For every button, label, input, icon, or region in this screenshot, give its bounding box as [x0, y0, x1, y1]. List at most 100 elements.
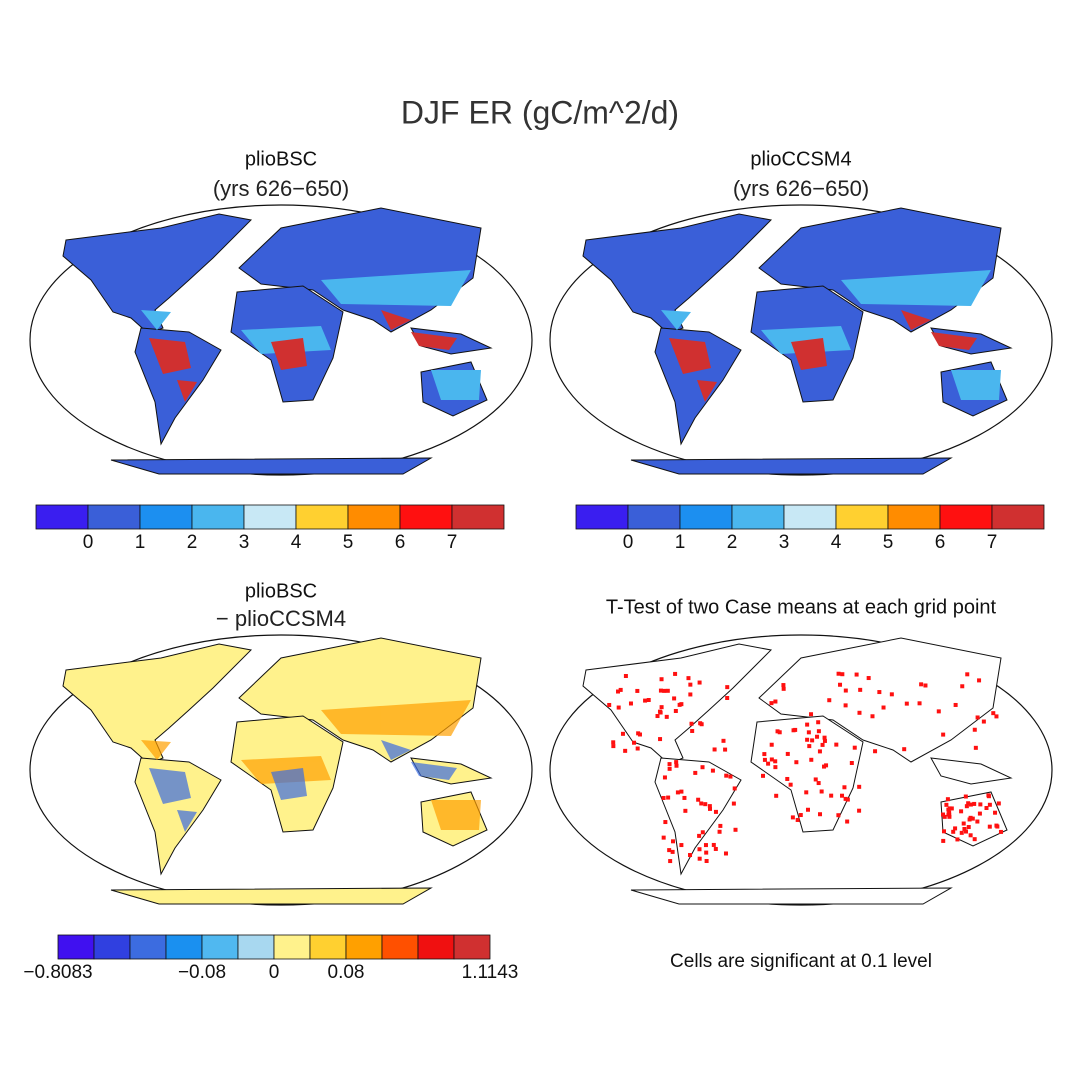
signif-cell [996, 801, 1001, 806]
signif-cell [623, 748, 628, 753]
colorbar-box [451, 504, 505, 530]
signif-cell [904, 701, 909, 706]
signif-cell [968, 833, 973, 838]
signif-cell [795, 817, 800, 822]
signif-cell [858, 687, 863, 692]
signif-cell [836, 671, 841, 676]
signif-cell [616, 705, 621, 710]
signif-cell [775, 729, 780, 734]
signif-cell [693, 770, 698, 775]
signif-cell [970, 816, 975, 821]
signif-cell [840, 793, 845, 798]
colorbar-label: 5 [343, 532, 354, 553]
colorbar-box [991, 504, 1045, 530]
colorbar-label: 0 [269, 962, 280, 983]
signif-cell [699, 801, 704, 806]
colorbar-box [273, 934, 311, 960]
signif-cell [975, 715, 980, 720]
colorbar-label: 2 [727, 532, 738, 553]
signif-cell [960, 684, 965, 689]
colorbar-box [93, 934, 131, 960]
signif-cell [688, 692, 693, 697]
signif-cell [827, 698, 832, 703]
signif-cell [843, 703, 848, 708]
signif-cell [816, 720, 821, 725]
signif-cell [838, 682, 843, 687]
colorbar-label: 1 [135, 532, 146, 553]
signif-cell [917, 701, 922, 706]
colorbar-box [731, 504, 785, 530]
signif-cell [987, 802, 992, 807]
map [29, 204, 533, 476]
signif-cell [993, 810, 998, 815]
colorbar-label: 7 [447, 532, 458, 553]
signif-cell [946, 812, 951, 817]
signif-cell [728, 774, 733, 779]
signif-cell [679, 789, 684, 794]
signif-cell [902, 747, 907, 752]
signif-cell [877, 690, 882, 695]
signif-cell [987, 824, 992, 829]
signif-cell [697, 680, 702, 685]
colorbar-label: 3 [239, 532, 250, 553]
signif-cell [805, 807, 810, 812]
colorbar-label: 3 [779, 532, 790, 553]
signif-cell [845, 797, 850, 802]
signif-cell [689, 721, 694, 726]
colorbar-label: 0 [623, 532, 634, 553]
signif-cell [977, 678, 982, 683]
signif-cell [961, 821, 966, 826]
signif-cell [766, 761, 771, 766]
signif-cell [994, 714, 999, 719]
signif-cell [682, 795, 687, 800]
signif-cell [646, 698, 651, 703]
signif-cell [805, 722, 810, 727]
panel-title: plioBSC [245, 580, 317, 602]
signif-cell [683, 808, 688, 813]
signif-cell [836, 813, 841, 818]
signif-cell [824, 763, 829, 768]
signif-cell [788, 782, 793, 787]
signif-cell [843, 688, 848, 693]
signif-cell [659, 677, 664, 682]
signif-cell [810, 738, 815, 743]
signif-cell [963, 794, 968, 799]
signif-cell [662, 775, 667, 780]
colorbar-box [627, 504, 681, 530]
signif-cell [813, 777, 818, 782]
colorbar-box [575, 504, 629, 530]
signif-cell [995, 824, 1000, 829]
signif-cell [700, 765, 705, 770]
signif-cell [671, 839, 676, 844]
signif-cell [731, 801, 736, 806]
signif-cell [857, 784, 862, 789]
signif-cell [690, 728, 695, 733]
signif-cell [840, 672, 845, 677]
signif-cell [707, 804, 712, 809]
signif-cell [725, 695, 730, 700]
signif-cell [623, 674, 628, 679]
signif-cell [674, 763, 679, 768]
signif-cell [703, 802, 708, 807]
signif-cell [959, 809, 964, 814]
signif-cell [718, 823, 723, 828]
signif-cell [936, 709, 941, 714]
colorbar-box [347, 504, 401, 530]
signif-cell [666, 795, 671, 800]
signif-cell [978, 802, 983, 807]
colorbar-box [295, 504, 349, 530]
signif-cell [661, 795, 666, 800]
signif-cell [667, 766, 672, 771]
signif-cell [785, 776, 790, 781]
signif-cell [711, 842, 716, 847]
signif-cell [809, 712, 814, 717]
signif-cell [773, 765, 778, 770]
colorbar-box [243, 504, 297, 530]
signif-cell [817, 749, 822, 754]
signif-cell [972, 727, 977, 732]
signif-cell [845, 819, 850, 824]
signif-cell [947, 814, 952, 819]
signif-cell [675, 790, 680, 795]
signif-cell [762, 752, 767, 757]
signif-cell [843, 796, 848, 801]
